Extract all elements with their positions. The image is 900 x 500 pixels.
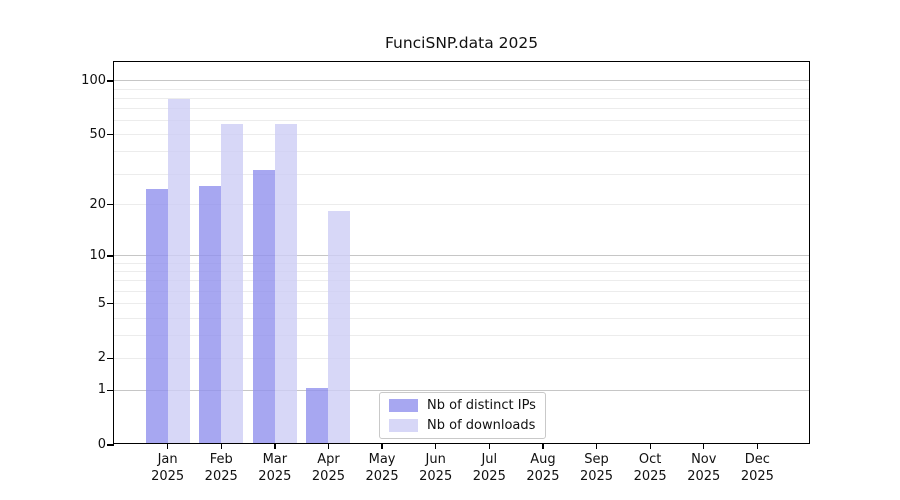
- y-tick-mark: [107, 389, 114, 391]
- legend-label-downloads: Nb of downloads: [427, 417, 536, 433]
- y-tick-label: 50: [89, 126, 106, 142]
- bar-downloads: [328, 210, 351, 443]
- y-tick-mark: [107, 204, 114, 206]
- y-tick-mark: [107, 255, 114, 257]
- x-tick-label: Dec 2025: [740, 452, 774, 484]
- bar-downloads: [274, 124, 297, 443]
- x-tick-mark: [274, 444, 276, 449]
- y-tick-label: 2: [97, 350, 106, 366]
- x-tick-label: Apr 2025: [311, 452, 345, 484]
- y-tick-mark: [107, 444, 114, 446]
- minor-gridline: [114, 317, 809, 319]
- x-tick-label: May 2025: [365, 452, 399, 484]
- x-tick-mark: [649, 444, 651, 449]
- minor-gridline: [114, 335, 809, 337]
- minor-gridline: [114, 280, 809, 282]
- bar-distinct-ips: [306, 388, 329, 443]
- x-tick-label: Aug 2025: [526, 452, 560, 484]
- minor-gridline: [114, 173, 809, 175]
- x-tick-mark: [220, 444, 222, 449]
- minor-gridline: [114, 120, 809, 122]
- minor-gridline: [114, 151, 809, 153]
- x-tick-mark: [703, 444, 705, 449]
- minor-gridline: [114, 271, 809, 273]
- minor-gridline: [114, 204, 809, 206]
- y-tick-label: 20: [89, 196, 106, 212]
- major-gridline: [114, 389, 809, 391]
- x-tick-label: Mar 2025: [258, 452, 292, 484]
- legend-item-downloads: Nb of downloads: [389, 418, 536, 434]
- major-gridline: [114, 80, 809, 82]
- x-tick-label: Jan 2025: [151, 452, 185, 484]
- x-tick-label: Jul 2025: [472, 452, 506, 484]
- minor-gridline: [114, 134, 809, 136]
- bar-downloads: [221, 124, 244, 443]
- x-tick-mark: [595, 444, 598, 449]
- y-tick-mark: [107, 134, 114, 136]
- legend-label-distinct-ips: Nb of distinct IPs: [427, 397, 536, 413]
- y-tick-mark: [107, 303, 114, 305]
- x-tick-mark: [435, 444, 437, 449]
- x-tick-label: Nov 2025: [687, 452, 721, 484]
- y-tick-label: 100: [81, 72, 106, 88]
- minor-gridline: [114, 290, 809, 292]
- y-tick-label: 1: [97, 382, 106, 398]
- y-tick-mark: [107, 80, 114, 82]
- x-tick-mark: [167, 444, 169, 449]
- x-tick-label: Oct 2025: [633, 452, 667, 484]
- chart-title: FunciSNP.data 2025: [384, 34, 539, 52]
- y-tick-label: 5: [97, 295, 106, 311]
- y-tick-mark: [107, 357, 114, 360]
- x-tick-mark: [327, 444, 330, 449]
- bar-downloads: [167, 99, 190, 443]
- x-tick-mark: [381, 444, 383, 449]
- minor-gridline: [114, 88, 809, 90]
- legend-swatch-downloads: [389, 419, 418, 432]
- minor-gridline: [114, 357, 809, 359]
- bar-distinct-ips: [199, 185, 222, 443]
- x-tick-mark: [756, 444, 759, 449]
- legend: Nb of distinct IPs Nb of downloads: [379, 392, 546, 439]
- y-tick-label: 10: [89, 247, 106, 263]
- x-tick-label: Sep 2025: [579, 452, 614, 484]
- y-tick-label: 0: [97, 437, 106, 452]
- x-tick-mark: [488, 444, 490, 449]
- minor-gridline: [114, 108, 809, 110]
- bar-distinct-ips: [252, 169, 275, 443]
- x-tick-label: Feb 2025: [204, 452, 238, 484]
- x-tick-label: Jun 2025: [419, 452, 453, 484]
- minor-gridline: [114, 262, 809, 264]
- plot-area: 0 1 2 5 10 20 50 100 Jan 2025 Feb 2025 Mar 2025 Ap…: [81, 61, 810, 484]
- minor-gridline: [114, 303, 809, 305]
- bar-distinct-ips: [145, 189, 168, 443]
- legend-swatch-distinct-ips: [389, 399, 418, 412]
- legend-item-distinct-ips: Nb of distinct IPs: [389, 398, 536, 414]
- x-tick-mark: [542, 444, 544, 449]
- minor-gridline: [114, 97, 809, 99]
- major-gridline: [114, 255, 809, 257]
